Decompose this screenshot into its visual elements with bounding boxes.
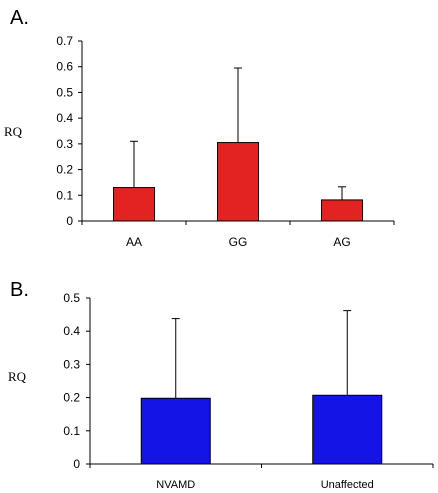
panel-a-category-labels: AA GG AG xyxy=(126,235,351,249)
panel-a-bar-aa xyxy=(113,187,155,222)
panel-b-category-label: Unaffected xyxy=(321,479,374,491)
panel-b-label: B. xyxy=(10,279,29,301)
panel-b-y-tick-label: 0.5 xyxy=(63,291,80,305)
panel-a-label: A. xyxy=(10,7,29,29)
panel-b-y-tick-label: 0.2 xyxy=(63,391,80,405)
panel-a-error-bars xyxy=(130,67,346,200)
panel-a-category-label: GG xyxy=(229,235,248,249)
panel-b-y-tick-label: 0.4 xyxy=(63,324,80,338)
panel-a-x-ticks xyxy=(81,221,395,225)
panel-b-y-ticks: 0 0.1 0.2 0.3 0.4 0.5 xyxy=(63,291,90,471)
panel-a-y-ticks: 0 0.1 0.2 0.3 0.4 0.5 0.6 0.7 xyxy=(56,34,82,228)
panel-a-y-tick-label: 0.1 xyxy=(56,188,73,202)
panel-b-error-bars xyxy=(171,310,352,399)
panel-a-y-tick-label: 0.7 xyxy=(56,34,73,48)
panel-a-y-tick-label: 0 xyxy=(66,214,73,228)
panel-b-y-axis-label: RQ xyxy=(8,369,27,384)
panel-b-bars xyxy=(140,394,383,465)
panel-b-x-ticks xyxy=(89,464,434,468)
panel-a-y-tick-label: 0.2 xyxy=(56,163,73,177)
panel-b-y-tick-label: 0 xyxy=(73,457,80,471)
panel-b-category-labels: NVAMD Unaffected xyxy=(156,479,373,491)
panel-a-y-axis-label: RQ xyxy=(4,124,23,139)
panel-a-bar-ag xyxy=(321,199,363,222)
panel-b-y-tick-label: 0.1 xyxy=(63,424,80,438)
panel-a-category-label: AA xyxy=(126,235,142,249)
panel-a-category-label: AG xyxy=(333,235,350,249)
panel-b-category-label: NVAMD xyxy=(156,479,195,491)
panel-a-y-tick-label: 0.4 xyxy=(56,111,73,125)
chart-panel-b: B. RQ 0 0.1 0.2 0.3 0.4 0.5 NVAMD Unaffected xyxy=(8,279,434,491)
panel-a-y-tick-label: 0.6 xyxy=(56,60,73,74)
panel-a-y-tick-label: 0.5 xyxy=(56,85,73,99)
panel-a-bars xyxy=(113,142,363,222)
chart-panel-a: A. RQ 0 0.1 0.2 0.3 0.4 0.5 0.6 0.7 AA GG AG xyxy=(4,7,395,249)
panel-a-bar-gg xyxy=(217,142,259,222)
panel-b-bar-nvamd xyxy=(140,397,211,465)
panel-b-y-tick-label: 0.3 xyxy=(63,357,80,371)
panel-a-y-tick-label: 0.3 xyxy=(56,137,73,151)
panel-b-bar-unaffected xyxy=(312,394,383,465)
